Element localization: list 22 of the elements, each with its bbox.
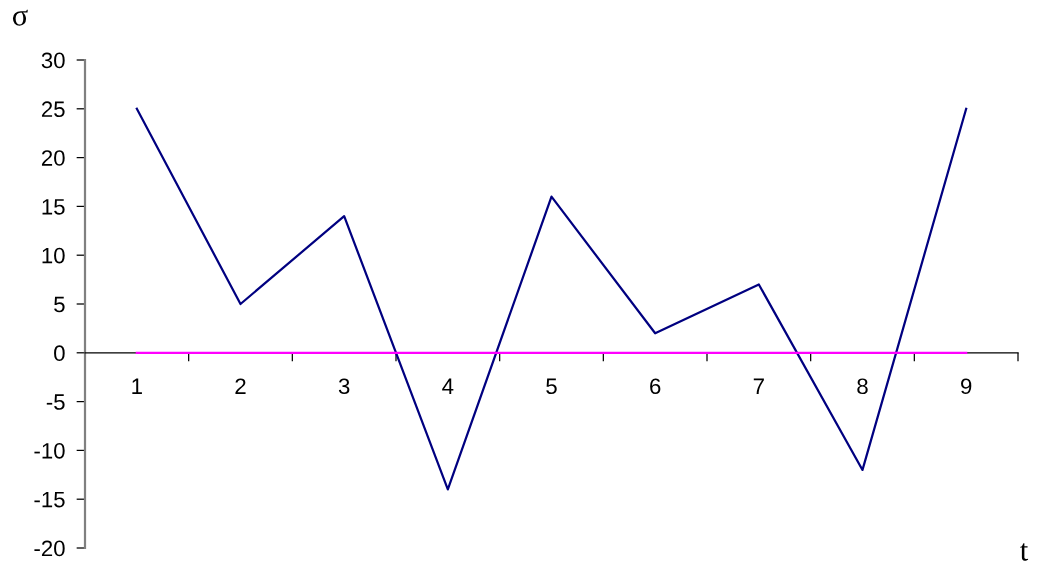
y-tick-label: 25 [41, 101, 65, 118]
y-tick-label: -20 [34, 540, 65, 557]
y-tick-label: 10 [42, 247, 65, 264]
x-tick-label: 3 [338, 378, 350, 395]
y-tick-label: -10 [34, 442, 65, 459]
x-tick-label: 4 [442, 378, 454, 394]
y-tick-label: 5 [54, 296, 65, 313]
y-tick-label: 15 [42, 199, 65, 215]
y-axis-title: σ [12, 9, 28, 26]
y-tick-label: 0 [54, 345, 65, 362]
y-tick-label: 30 [41, 52, 65, 69]
x-tick-label: 6 [650, 378, 661, 395]
x-tick-label: 9 [961, 378, 972, 395]
y-tick-label: -5 [46, 394, 65, 410]
x-tick-label: 8 [857, 378, 868, 395]
y-tick-label: 20 [41, 150, 65, 166]
x-tick-label: 7 [753, 378, 764, 394]
x-tick-label: 2 [235, 378, 246, 394]
x-tick-label: 1 [132, 378, 142, 394]
x-axis-title: t [1020, 543, 1029, 561]
x-tick-label: 5 [546, 378, 557, 395]
y-tick-label: -15 [34, 491, 65, 508]
